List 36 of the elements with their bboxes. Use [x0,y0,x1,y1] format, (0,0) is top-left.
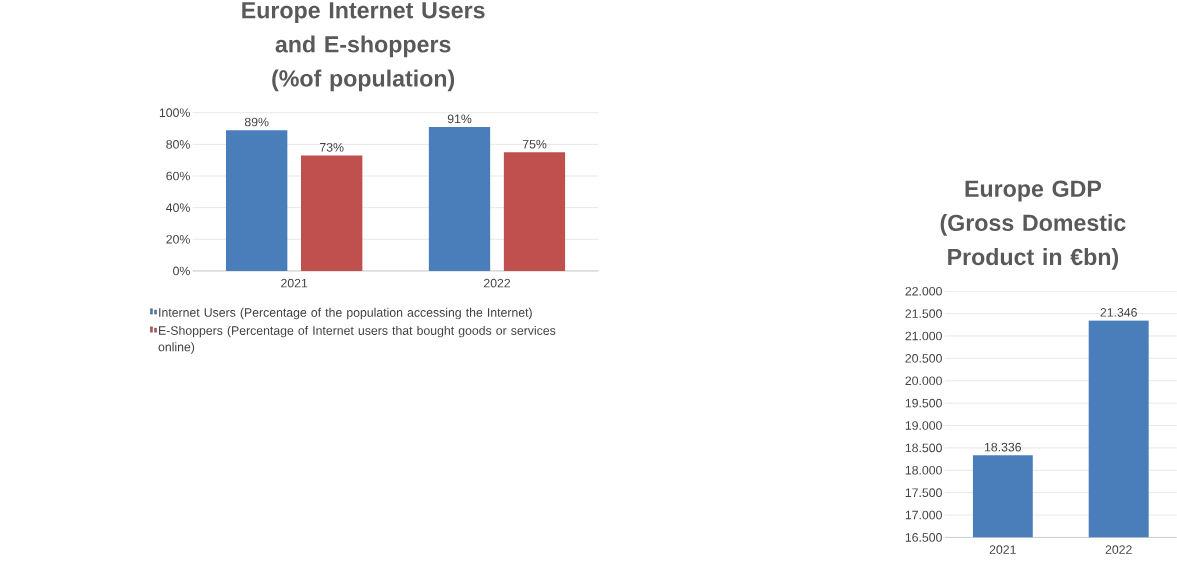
y-tick-label: 80% [166,140,190,149]
bar [225,130,288,271]
x-tick-label: 2022 [484,278,511,288]
legend-label: Internet Users (Percentage of the population accessing the Internet) [159,307,532,320]
data-label: 89% [244,117,269,127]
y-tick-label: 100% [159,108,190,118]
data-label: 75% [522,139,547,149]
x-tick-label: 2022 [1105,545,1132,554]
y-tick-label: 0% [173,266,190,276]
data-label: 21.346 [1100,308,1137,317]
data-label: 18.336 [984,442,1022,452]
y-tick-label: 22.000 [905,286,942,296]
bar [300,155,363,271]
data-label: 73% [320,142,344,152]
y-tick-label: 20% [166,234,190,244]
x-tick-label: 2021 [281,278,308,288]
bar [503,152,566,271]
y-tick-label: 18.000 [905,465,942,475]
x-tick-label: 2021 [989,545,1016,554]
y-tick-label: 20.000 [905,376,942,386]
data-label: 91% [447,114,472,124]
bar [428,126,491,271]
y-tick-label: 17.500 [905,488,942,497]
chart-title: Europe Internet Users and E-shoppers (%of population) [242,2,485,92]
y-tick-label: 19.000 [905,421,942,430]
y-tick-label: 21.000 [905,331,942,341]
y-tick-label: 16.500 [905,533,942,542]
chart-title: Europe GDP (Gross Domestic Product in €bn) [940,180,1126,270]
y-tick-label: 20.500 [905,354,942,363]
y-tick-label: 19.500 [905,398,942,408]
y-tick-label: 40% [166,203,190,212]
legend-label: E-Shoppers (Percentage of Internet users that bought goods or services online) [158,325,556,354]
y-tick-label: 18.500 [905,443,942,453]
y-tick-label: 21.500 [905,309,942,318]
y-tick-label: 17.000 [905,510,942,520]
y-tick-label: 60% [166,171,190,181]
